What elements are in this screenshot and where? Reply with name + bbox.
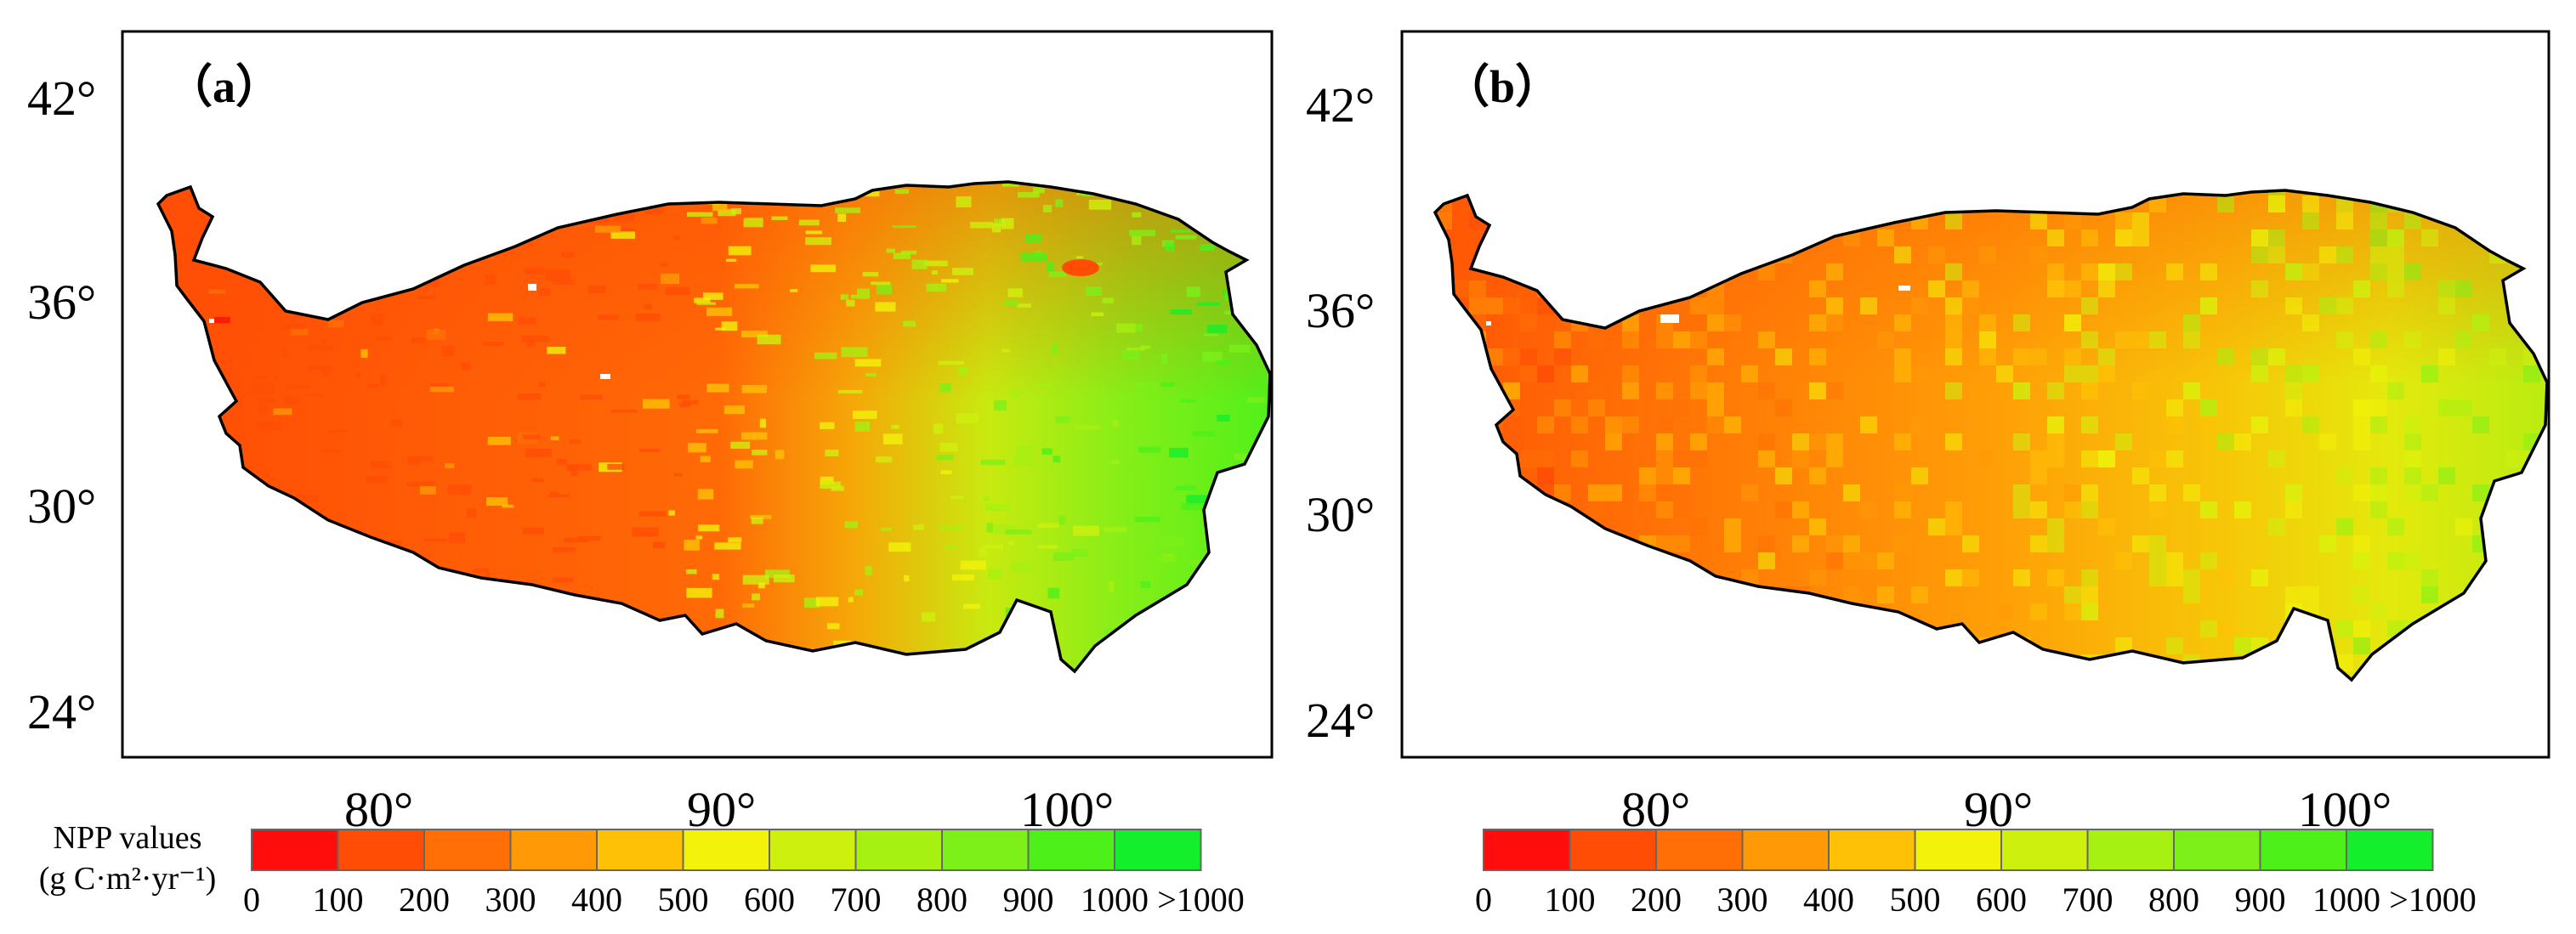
legend-title: NPP values xyxy=(54,820,202,856)
legend-tick-label: 600 xyxy=(744,880,795,919)
legend-swatch xyxy=(2346,829,2434,871)
legend-swatch xyxy=(1483,829,1571,871)
legend-tick-label: 300 xyxy=(485,880,536,919)
legend-swatch xyxy=(682,829,770,871)
legend-swatch xyxy=(769,829,857,871)
longitude-labels: 80° 90° 100° xyxy=(1621,782,2392,837)
lat-label: 42° xyxy=(27,71,96,126)
lon-label: 80° xyxy=(344,782,413,837)
legend-tick-label: 0 xyxy=(1475,880,1492,919)
latitude-labels: 42° 36° 30° 24° xyxy=(27,71,96,739)
legend-tick-label: 800 xyxy=(916,880,967,919)
legend-colorbar xyxy=(251,829,1202,871)
legend-tick-label: >1000 xyxy=(1157,880,1245,919)
legend-swatch xyxy=(423,829,512,871)
legend-colorbar xyxy=(1483,829,2434,871)
latitude-labels: 42° 36° 30° 24° xyxy=(1306,77,1375,748)
legend-swatch xyxy=(854,829,943,871)
longitude-labels: 80° 90° 100° xyxy=(344,782,1114,837)
lon-label: 80° xyxy=(1621,782,1690,837)
legend-tick-label: 0 xyxy=(243,880,260,919)
legend-tick-label: 100 xyxy=(313,880,364,919)
legend-tick-label: 700 xyxy=(831,880,882,919)
panel-label: （a） xyxy=(167,61,281,112)
legend-tick-label: 500 xyxy=(1890,880,1941,919)
legend-swatch xyxy=(2086,829,2175,871)
lat-label: 36° xyxy=(1306,283,1375,338)
legend-swatch xyxy=(1114,829,1202,871)
legend-swatch xyxy=(1027,829,1115,871)
legend-tick-label: 600 xyxy=(1976,880,2027,919)
legend-tick-label: 400 xyxy=(571,880,622,919)
legend-tick-label: >1000 xyxy=(2389,880,2477,919)
legend-tick-label: 100 xyxy=(1545,880,1596,919)
lat-label: 30° xyxy=(27,478,96,534)
legend-swatch xyxy=(1569,829,1657,871)
map-panel-a: （a） 42° 36° 30° 24° 80° 90° 100° xyxy=(27,30,1274,837)
map-panel-b: （b） 42° 36° 30° 24° 80° 90° 100° xyxy=(1306,30,2550,837)
legend-tick-label: 900 xyxy=(1003,880,1054,919)
legend-tick-label: 1000 xyxy=(2312,880,2380,919)
legend-tick-label: 500 xyxy=(658,880,709,919)
legend-swatch xyxy=(1655,829,1744,871)
legend-swatch xyxy=(1828,829,1916,871)
legend-swatch xyxy=(1741,829,1830,871)
lat-label: 24° xyxy=(1306,693,1375,748)
legend-swatch xyxy=(509,829,598,871)
lon-label: 90° xyxy=(687,782,756,837)
lat-label: 36° xyxy=(27,275,96,330)
lat-label: 24° xyxy=(27,684,96,739)
panel-label: （b） xyxy=(1444,61,1561,112)
legend-tick-label: 1000 xyxy=(1081,880,1149,919)
legend-tick-label: 800 xyxy=(2148,880,2199,919)
legend-tick-labels: 0 100 200 300 400 500 600 700 800 900 1000 >1000 xyxy=(1475,880,2477,919)
legend-tick-label: 700 xyxy=(2063,880,2114,919)
legend-tick-label: 200 xyxy=(1631,880,1682,919)
lat-label: 30° xyxy=(1306,487,1375,542)
lon-label: 90° xyxy=(1964,782,2033,837)
legend-swatch xyxy=(596,829,684,871)
legend-swatch xyxy=(2173,829,2261,871)
legend-swatch xyxy=(2259,829,2347,871)
legend-swatch xyxy=(251,829,339,871)
legend-swatch xyxy=(941,829,1030,871)
legend-tick-labels: 0 100 200 300 400 500 600 700 800 900 1000 >1000 xyxy=(243,880,1245,919)
legend-b: 0 100 200 300 400 500 600 700 800 900 1000 >1000 xyxy=(1475,829,2477,919)
legend-tick-label: 200 xyxy=(399,880,450,919)
legend-swatch xyxy=(1914,829,2002,871)
lon-label: 100° xyxy=(2298,782,2392,837)
lon-label: 100° xyxy=(1020,782,1114,837)
legend-swatch xyxy=(337,829,425,871)
legend-tick-label: 900 xyxy=(2235,880,2286,919)
legend-tick-label: 300 xyxy=(1717,880,1768,919)
legend-title: (g C·m²·yr⁻¹) xyxy=(39,861,217,897)
legend-tick-label: 400 xyxy=(1803,880,1854,919)
legend-swatch xyxy=(2000,829,2089,871)
lat-label: 42° xyxy=(1306,77,1375,133)
legend-a: NPP values (g C·m²·yr⁻¹) 0 100 200 300 400 50… xyxy=(39,820,1245,919)
